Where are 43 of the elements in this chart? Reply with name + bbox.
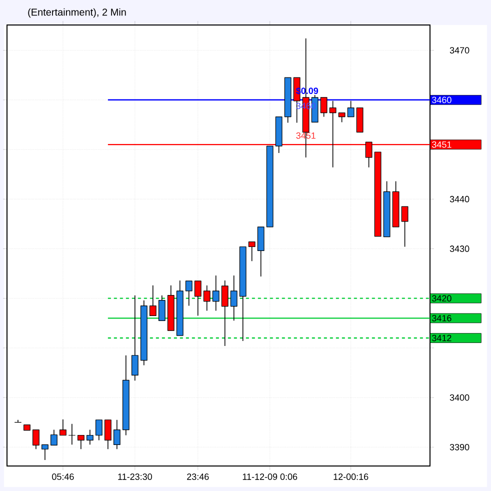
candlestick: [95, 419, 102, 441]
ref-line-label: 3420: [432, 295, 452, 302]
candlestick: [212, 275, 220, 312]
candlestick: [158, 294, 166, 322]
candlestick: [32, 429, 40, 450]
candlestick: [347, 100, 354, 118]
candlestick: [185, 280, 192, 306]
chart-title: (Entertainment), 2 Min: [28, 8, 126, 18]
candlestick: [113, 419, 120, 450]
candlestick: [230, 275, 238, 322]
candlestick: [131, 294, 138, 382]
candlestick: [338, 112, 346, 123]
candlestick: [60, 418, 66, 436]
candlestick: [68, 423, 76, 446]
x-tick-label: 23:46: [187, 474, 209, 480]
candlestick: [221, 280, 228, 346]
candlestick: [78, 434, 84, 450]
candlestick: [50, 429, 58, 446]
candlestick: [248, 241, 256, 262]
ref-line-label: 3412: [432, 334, 452, 342]
ref-line-label: 3451: [432, 141, 452, 148]
ref-line-label: 3460: [432, 96, 452, 104]
y-tick-label: 3440: [450, 196, 470, 202]
candlestick: [320, 97, 328, 118]
candlestick: [194, 280, 202, 316]
candlestick: [203, 285, 210, 312]
y-tick-label: 3400: [450, 394, 470, 401]
candlestick: [42, 444, 48, 460]
y-tick-label: 3470: [450, 47, 470, 54]
annotation: 3460: [296, 102, 316, 110]
candlestick: [86, 429, 94, 446]
x-tick-label: 11-12-09 0:06: [242, 474, 298, 480]
ref-line-label: 3416: [432, 314, 452, 322]
candlestick: [149, 285, 156, 316]
candlestick: [14, 419, 22, 423]
candlestick: [401, 206, 408, 248]
x-tick-label: 11-23:30: [118, 474, 152, 480]
candlestick: [104, 419, 112, 450]
x-tick-label: 05:46: [52, 474, 74, 480]
y-tick-label: 3390: [450, 444, 470, 450]
y-tick-label: 3430: [450, 246, 470, 252]
x-tick-label: 12-00:16: [334, 474, 368, 480]
candlestick: [257, 226, 264, 277]
